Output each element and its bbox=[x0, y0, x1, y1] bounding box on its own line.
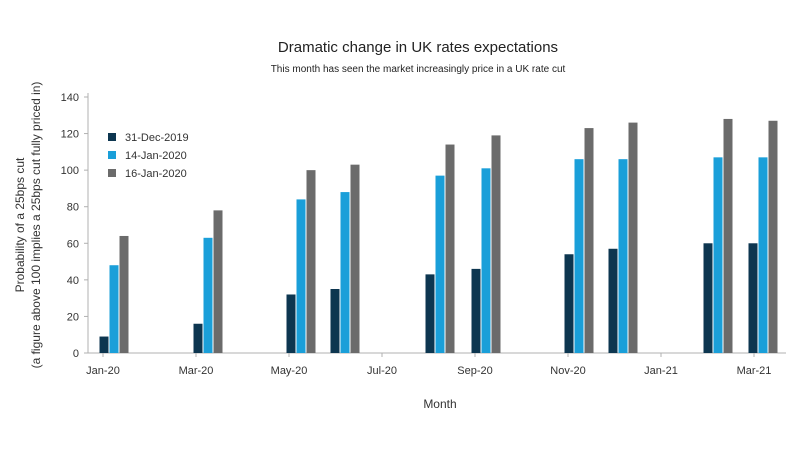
y-tick-label: 80 bbox=[67, 202, 79, 214]
bar bbox=[296, 199, 306, 353]
bar bbox=[574, 159, 584, 353]
y-tick-label: 0 bbox=[73, 348, 79, 360]
bar bbox=[193, 323, 203, 353]
bar bbox=[758, 157, 768, 353]
bar bbox=[584, 128, 594, 353]
bar bbox=[628, 122, 638, 353]
x-tick-label: Jul-20 bbox=[367, 365, 397, 377]
legend-swatch bbox=[108, 169, 116, 177]
y-tick-label: 100 bbox=[61, 165, 79, 177]
x-tick-label: Mar-21 bbox=[737, 365, 772, 377]
bar bbox=[119, 235, 129, 353]
bar bbox=[425, 274, 435, 353]
x-tick-label: May-20 bbox=[271, 365, 308, 377]
bar bbox=[213, 210, 223, 353]
y-tick-label: 40 bbox=[67, 275, 79, 287]
bar bbox=[748, 243, 758, 353]
legend-label: 31-Dec-2019 bbox=[125, 132, 189, 144]
bar bbox=[445, 144, 455, 353]
bar bbox=[99, 336, 109, 353]
x-axis-label: Month bbox=[423, 397, 456, 411]
bar bbox=[435, 175, 445, 353]
bar bbox=[618, 159, 628, 353]
y-tick-label: 140 bbox=[61, 92, 79, 104]
x-tick-label: Jan-21 bbox=[644, 365, 678, 377]
bar bbox=[203, 237, 213, 353]
bar bbox=[703, 243, 713, 353]
legend-label: 16-Jan-2020 bbox=[125, 168, 187, 180]
legend-swatch bbox=[108, 133, 116, 141]
legend-label: 14-Jan-2020 bbox=[125, 150, 187, 162]
legend: 31-Dec-2019 14-Jan-2020 16-Jan-2020 bbox=[108, 132, 189, 180]
legend-swatch bbox=[108, 151, 116, 159]
bar bbox=[286, 294, 296, 353]
y-tick-label: 60 bbox=[67, 238, 79, 250]
y-tick-label: 120 bbox=[61, 129, 79, 141]
chart-title: Dramatic change in UK rates expectations bbox=[278, 39, 558, 56]
y-axis-label-line2: (a figure above 100 implies a 25bps cut … bbox=[29, 82, 43, 369]
bar bbox=[481, 168, 491, 353]
bar bbox=[471, 268, 481, 353]
bar bbox=[713, 157, 723, 353]
y-tick-label: 20 bbox=[67, 311, 79, 323]
bar bbox=[340, 192, 350, 353]
x-tick-label: Nov-20 bbox=[550, 365, 585, 377]
bar bbox=[564, 254, 574, 353]
plot-area: 0 20 40 60 80 100 120 140 Jan-20 Mar-20 May-20 Jul-… bbox=[61, 92, 786, 377]
x-tick-label: Sep-20 bbox=[457, 365, 492, 377]
bar bbox=[723, 118, 733, 353]
bar bbox=[608, 248, 618, 353]
bar bbox=[109, 265, 119, 353]
x-tick-label: Mar-20 bbox=[179, 365, 214, 377]
bar bbox=[491, 135, 501, 353]
bar bbox=[768, 120, 778, 354]
bar bbox=[350, 164, 360, 353]
bar bbox=[306, 170, 316, 353]
bar bbox=[330, 289, 340, 353]
chart-subtitle: This month has seen the market increasin… bbox=[271, 64, 566, 75]
x-tick-label: Jan-20 bbox=[86, 365, 120, 377]
y-axis-label-line1: Probability of a 25bps cut bbox=[13, 157, 27, 292]
